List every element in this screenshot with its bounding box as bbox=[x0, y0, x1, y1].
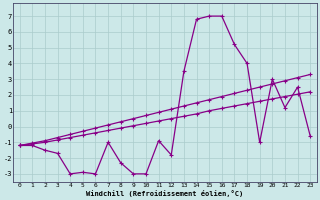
X-axis label: Windchill (Refroidissement éolien,°C): Windchill (Refroidissement éolien,°C) bbox=[86, 190, 244, 197]
